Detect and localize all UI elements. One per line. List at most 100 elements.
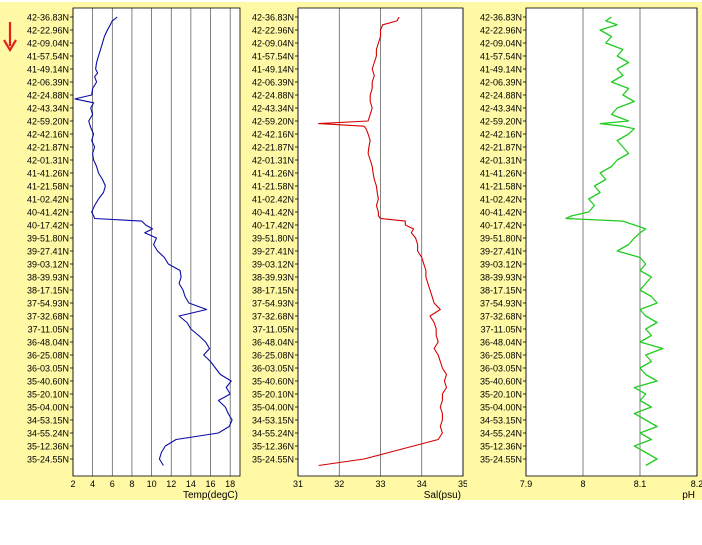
y-tick-label: 41-21.58N — [480, 182, 522, 192]
y-tick-label: 39-51.80N — [480, 234, 522, 244]
x-tick-label: 2 — [70, 479, 75, 489]
y-tick-label: 39-03.12N — [480, 260, 522, 270]
y-tick-label: 37-32.68N — [27, 312, 69, 322]
y-tick-label: 35-04.00N — [480, 403, 522, 413]
y-tick-label: 38-17.15N — [480, 286, 522, 296]
y-tick-label: 35-20.10N — [252, 390, 294, 400]
x-axis-title: pH — [682, 490, 695, 501]
y-tick-label: 38-39.93N — [480, 273, 522, 283]
y-tick-label: 36-48.04N — [252, 338, 294, 348]
y-tick-label: 41-02.42N — [252, 195, 294, 205]
y-tick-label: 34-55.24N — [27, 429, 69, 439]
x-tick-label: 8 — [580, 479, 585, 489]
y-tick-label: 37-11.05N — [481, 325, 522, 335]
y-tick-label: 41-21.58N — [252, 182, 294, 192]
y-tick-label: 35-40.60N — [480, 377, 522, 387]
y-tick-label: 36-25.08N — [27, 351, 69, 361]
y-tick-label: 42-43.34N — [27, 104, 69, 114]
y-tick-label: 42-36.83N — [480, 13, 522, 23]
y-tick-label: 42-24.88N — [252, 91, 294, 101]
y-tick-label: 41-02.42N — [27, 195, 69, 205]
chart-panel-temp: 42-36.83N 42-22.96N 42-09.04N 41-57.54N 41-4… — [0, 2, 245, 501]
y-tick-label: 35-12.36N — [252, 442, 294, 452]
y-tick-label: 36-25.08N — [252, 351, 294, 361]
x-tick-label: 8 — [129, 479, 134, 489]
y-tick-label: 42-09.04N — [27, 39, 69, 49]
y-tick-label: 41-21.58N — [27, 182, 69, 192]
series-line-temp — [74, 16, 233, 466]
y-tick-label: 35-40.60N — [252, 377, 294, 387]
y-tick-label: 36-48.04N — [480, 338, 522, 348]
y-tick-label: 38-39.93N — [27, 273, 69, 283]
y-tick-label: 34-53.15N — [27, 416, 69, 426]
chart-panel-sal: 42-36.83N 42-22.96N 42-09.04N 41-57.54N 41-4… — [245, 2, 468, 501]
y-tick-label: 42-01.31N — [252, 156, 294, 166]
x-tick-label: 31 — [293, 479, 303, 489]
y-tick-label: 36-48.04N — [27, 338, 69, 348]
y-tick-label: 42-21.87N — [480, 143, 522, 153]
y-tick-label: 40-41.42N — [27, 208, 69, 218]
y-tick-label: 41-49.14N — [480, 65, 522, 75]
y-tick-label: 42-21.87N — [252, 143, 294, 153]
y-tick-label: 42-43.34N — [252, 104, 294, 114]
y-tick-label: 38-17.15N — [27, 286, 69, 296]
y-tick-label: 42-42.16N — [27, 130, 69, 140]
y-tick-label: 35-04.00N — [252, 403, 294, 413]
y-tick-label: 37-54.93N — [480, 299, 522, 309]
series-line-ph — [565, 16, 664, 467]
y-tick-label: 40-17.42N — [27, 221, 69, 231]
y-tick-label: 40-41.42N — [480, 208, 522, 218]
x-tick-label: 35 — [458, 479, 468, 489]
x-tick-label: 6 — [110, 479, 115, 489]
chart-panel-ph: 42-36.83N 42-22.96N 42-09.04N 41-57.54N 41-4… — [467, 2, 702, 501]
x-tick-label: 18 — [225, 479, 235, 489]
y-tick-label: 42-36.83N — [252, 13, 294, 23]
y-tick-label: 42-09.04N — [480, 39, 522, 49]
y-tick-label: 41-49.14N — [27, 65, 69, 75]
y-tick-label: 42-06.39N — [480, 78, 522, 88]
y-tick-label: 35-24.55N — [252, 455, 294, 465]
x-tick-label: 16 — [206, 479, 216, 489]
y-tick-label: 35-24.55N — [480, 455, 522, 465]
y-tick-label: 42-01.31N — [480, 156, 522, 166]
down-arrow-icon — [3, 22, 17, 53]
y-tick-label: 35-12.36N — [27, 442, 69, 452]
x-tick-label: 32 — [334, 479, 344, 489]
y-tick-label: 39-51.80N — [27, 234, 69, 244]
y-tick-label: 36-03.05N — [480, 364, 522, 374]
y-tick-label: 39-51.80N — [252, 234, 294, 244]
plot-area — [526, 8, 697, 476]
y-tick-label: 42-09.04N — [252, 39, 294, 49]
y-tick-label: 40-41.42N — [252, 208, 294, 218]
y-tick-label: 36-25.08N — [480, 351, 522, 361]
y-tick-label: 41-57.54N — [27, 52, 69, 62]
x-axis-title: Temp(degC) — [183, 490, 238, 501]
y-tick-label: 41-02.42N — [480, 195, 522, 205]
y-tick-label: 37-11.05N — [28, 325, 69, 335]
series-line-sal — [318, 16, 448, 467]
y-tick-label: 42-21.87N — [27, 143, 69, 153]
y-tick-label: 42-36.83N — [27, 13, 69, 23]
y-tick-label: 36-03.05N — [252, 364, 294, 374]
y-tick-label: 42-22.96N — [252, 26, 294, 36]
plot-border — [525, 7, 698, 477]
y-tick-label: 39-03.12N — [252, 260, 294, 270]
y-tick-label: 42-22.96N — [480, 26, 522, 36]
y-tick-label: 37-32.68N — [480, 312, 522, 322]
x-tick-label: 34 — [417, 479, 427, 489]
y-tick-label: 42-24.88N — [27, 91, 69, 101]
y-tick-label: 41-57.54N — [252, 52, 294, 62]
y-tick-label: 42-42.16N — [480, 130, 522, 140]
y-tick-label: 41-41.26N — [252, 169, 294, 179]
y-tick-label: 40-17.42N — [252, 221, 294, 231]
y-tick-label: 34-55.24N — [480, 429, 522, 439]
x-tick-label: 8.2 — [691, 479, 702, 489]
y-tick-label: 35-20.10N — [27, 390, 69, 400]
y-tick-label: 41-57.54N — [480, 52, 522, 62]
y-tick-label: 36-03.05N — [27, 364, 69, 374]
x-tick-label: 7.9 — [520, 479, 533, 489]
y-tick-label: 42-43.34N — [480, 104, 522, 114]
y-tick-label: 42-59.20N — [252, 117, 294, 127]
x-tick-label: 10 — [147, 479, 157, 489]
